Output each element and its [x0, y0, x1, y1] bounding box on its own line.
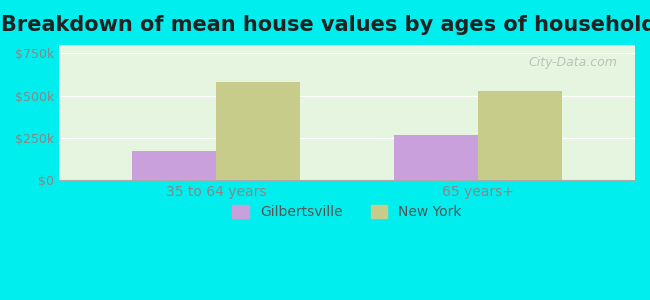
Legend: Gilbertsville, New York: Gilbertsville, New York	[227, 200, 467, 225]
Bar	[133, 151, 216, 180]
Title: Breakdown of mean house values by ages of householders: Breakdown of mean house values by ages o…	[1, 15, 650, 35]
Bar	[394, 135, 478, 180]
Text: City-Data.com: City-Data.com	[529, 56, 617, 69]
Bar	[478, 91, 562, 180]
Bar	[216, 82, 300, 180]
